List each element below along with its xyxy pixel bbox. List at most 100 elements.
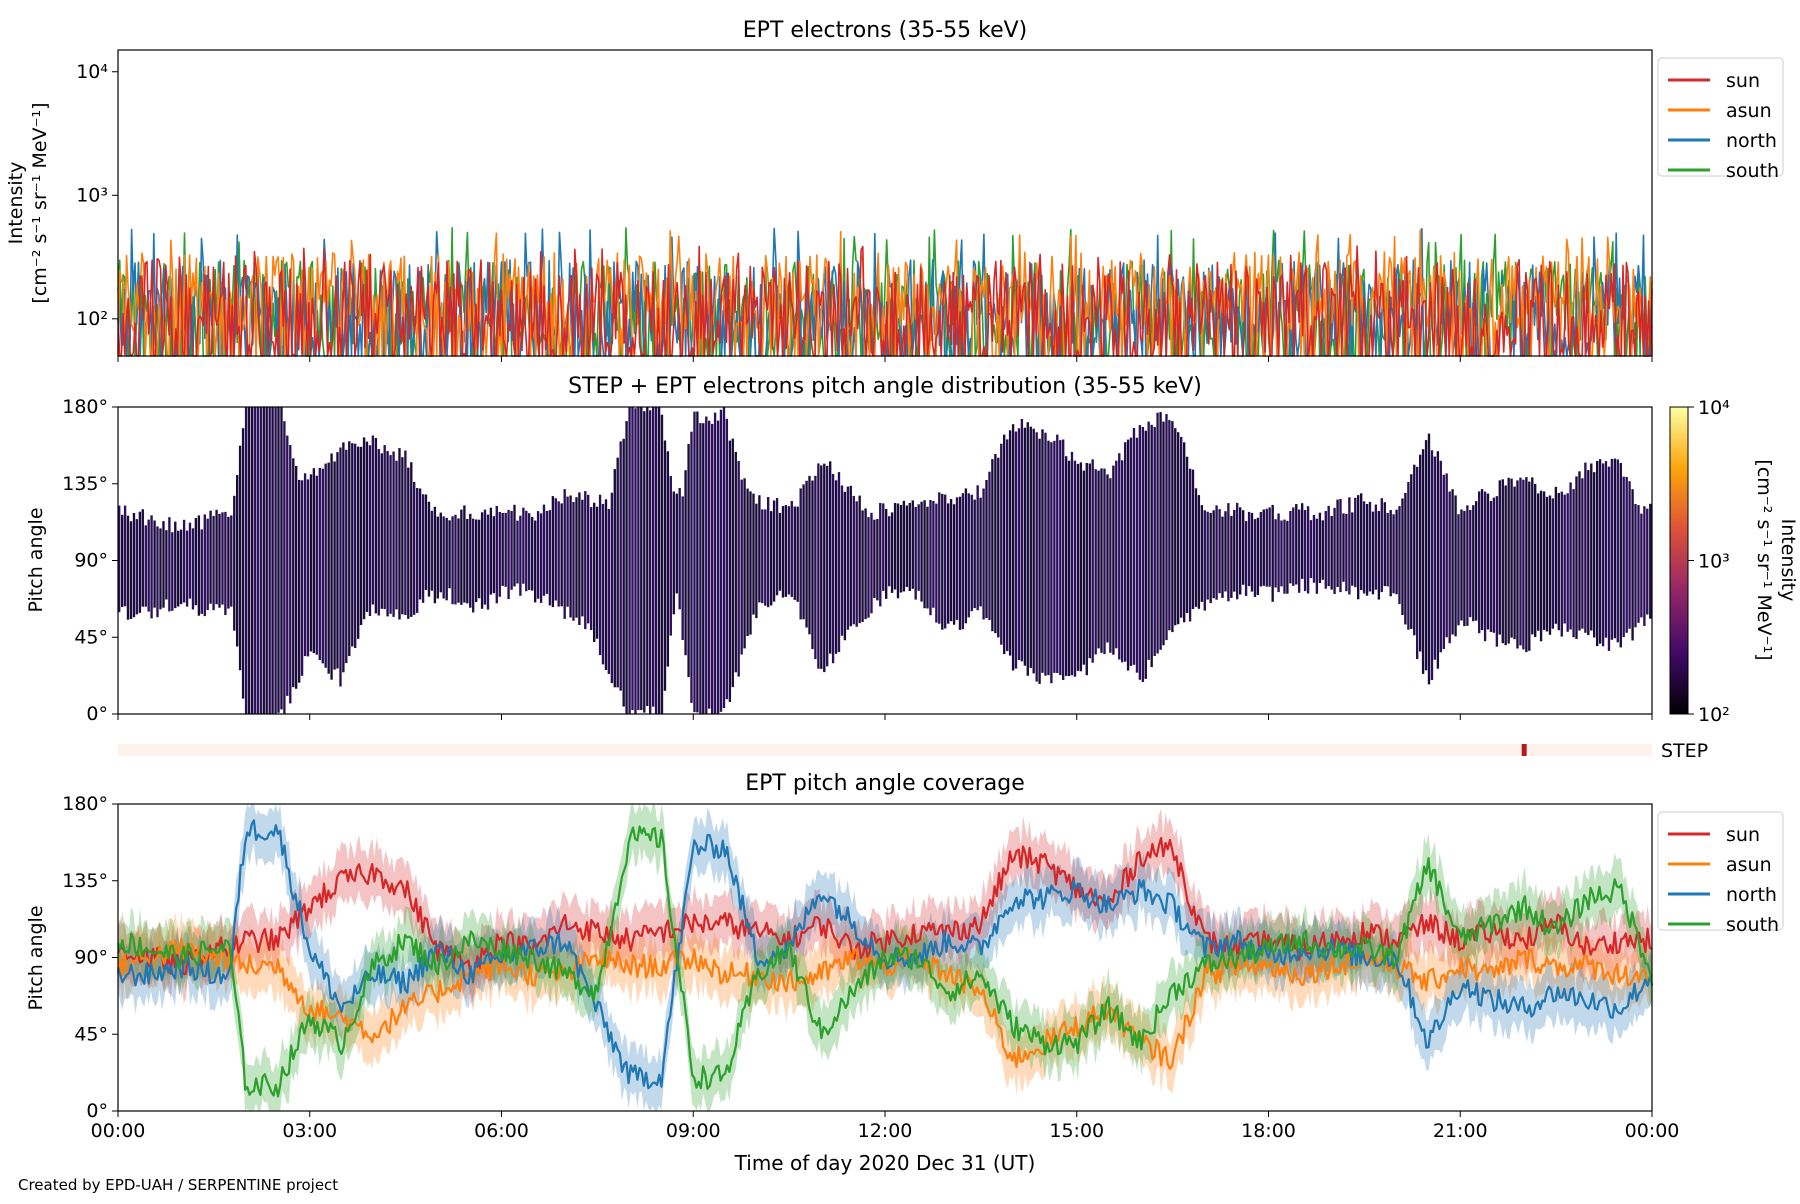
heatmap-column [1489, 501, 1493, 632]
heatmap-column [401, 457, 404, 615]
heatmap-column [1156, 412, 1159, 654]
heatmap-column [1501, 479, 1504, 644]
heatmap-column [840, 485, 844, 636]
heatmap-column [371, 435, 375, 605]
heatmap-column [1324, 511, 1327, 589]
heatmap-column [1578, 471, 1581, 631]
heatmap-column [1486, 493, 1490, 630]
heatmap-column [427, 501, 431, 597]
heatmap-column [1398, 506, 1401, 605]
heatmap-column [687, 444, 690, 678]
heatmap-column [775, 498, 779, 596]
heatmap-column [1056, 434, 1059, 673]
heatmap-column [758, 495, 761, 603]
panel3-legend-box [1657, 811, 1784, 931]
heatmap-column [1404, 493, 1407, 625]
heatmap-column [941, 493, 944, 630]
heatmap-column [374, 438, 378, 614]
heatmap-column [457, 518, 460, 603]
colorbar-tick-label: 10³ [1698, 551, 1730, 573]
heatmap-column [1436, 451, 1440, 669]
heatmap-column [1365, 504, 1369, 596]
heatmap-column [480, 512, 484, 609]
heatmap-column [1082, 470, 1086, 665]
heatmap-column [1118, 453, 1121, 660]
heatmap-column [1144, 430, 1147, 679]
heatmap-column [477, 519, 481, 599]
heatmap-column [1112, 465, 1115, 655]
x-tick-label: 21:00 [1433, 1120, 1488, 1142]
heatmap-column [690, 431, 693, 703]
heatmap-column [1059, 440, 1062, 676]
heatmap-column [365, 441, 369, 612]
heatmap-column [241, 428, 245, 699]
heatmap-column [917, 504, 920, 591]
heatmap-column [693, 411, 696, 713]
heatmap-column [445, 517, 448, 601]
y-tick-label: 45° [74, 626, 108, 648]
heatmap-column [885, 508, 888, 599]
heatmap-column [1301, 503, 1304, 579]
heatmap-column [595, 506, 599, 639]
heatmap-column [495, 506, 498, 604]
heatmap-column [1374, 504, 1378, 590]
heatmap-column [1315, 518, 1319, 594]
heatmap-column [188, 522, 192, 599]
heatmap-column [1177, 432, 1180, 625]
heatmap-column [475, 519, 478, 603]
heatmap-column [197, 515, 201, 616]
heatmap-column [923, 500, 926, 609]
heatmap-column [259, 407, 262, 714]
colorbar-tick-label: 10⁴ [1698, 397, 1730, 419]
colorbar [1669, 406, 1689, 715]
heatmap-column [1309, 520, 1313, 579]
panel1-ylabel-line1: Intensity [5, 162, 27, 245]
heatmap-column [182, 519, 186, 603]
heatmap-column [976, 485, 979, 611]
heatmap-column [380, 453, 383, 609]
heatmap-column [982, 488, 985, 620]
heatmap-column [746, 488, 749, 636]
heatmap-column [230, 515, 233, 607]
heatmap-column [1206, 511, 1209, 600]
heatmap-column [539, 513, 543, 603]
heatmap-column [132, 513, 136, 618]
y-tick-label: 180° [62, 793, 108, 815]
heatmap-column [312, 468, 316, 654]
heatmap-column [619, 441, 622, 691]
heatmap-column [489, 507, 493, 595]
heatmap-column [354, 443, 357, 648]
heatmap-column [159, 528, 162, 610]
heatmap-column [625, 421, 628, 714]
heatmap-column [1575, 476, 1578, 639]
heatmap-column [483, 509, 487, 605]
heatmap-column [1256, 517, 1260, 595]
heatmap-column [1528, 481, 1531, 651]
heatmap-column [557, 501, 560, 607]
heatmap-column [286, 435, 289, 696]
heatmap-column [678, 488, 681, 610]
heatmap-column [572, 502, 575, 621]
heatmap-column [867, 517, 870, 618]
heatmap-column [212, 516, 215, 611]
heatmap-column [944, 494, 947, 629]
heatmap-column [551, 496, 555, 608]
heatmap-column [1038, 438, 1041, 684]
heatmap-column [725, 418, 729, 700]
heatmap-column [194, 518, 198, 606]
y-tick-label: 180° [62, 396, 108, 418]
heatmap-column [1185, 456, 1189, 614]
panel1-title: EPT electrons (35-55 keV) [743, 18, 1028, 43]
heatmap-column [911, 500, 914, 589]
heatmap-column [1062, 439, 1065, 680]
heatmap-column [1298, 509, 1301, 593]
heatmap-column [1008, 430, 1012, 656]
heatmap-column [1124, 442, 1127, 662]
heatmap-column [770, 511, 773, 606]
heatmap-column [156, 526, 159, 618]
heatmap-column [174, 521, 177, 609]
heatmap-column [929, 500, 932, 616]
heatmap-column [1023, 427, 1027, 666]
heatmap-column [191, 528, 195, 610]
